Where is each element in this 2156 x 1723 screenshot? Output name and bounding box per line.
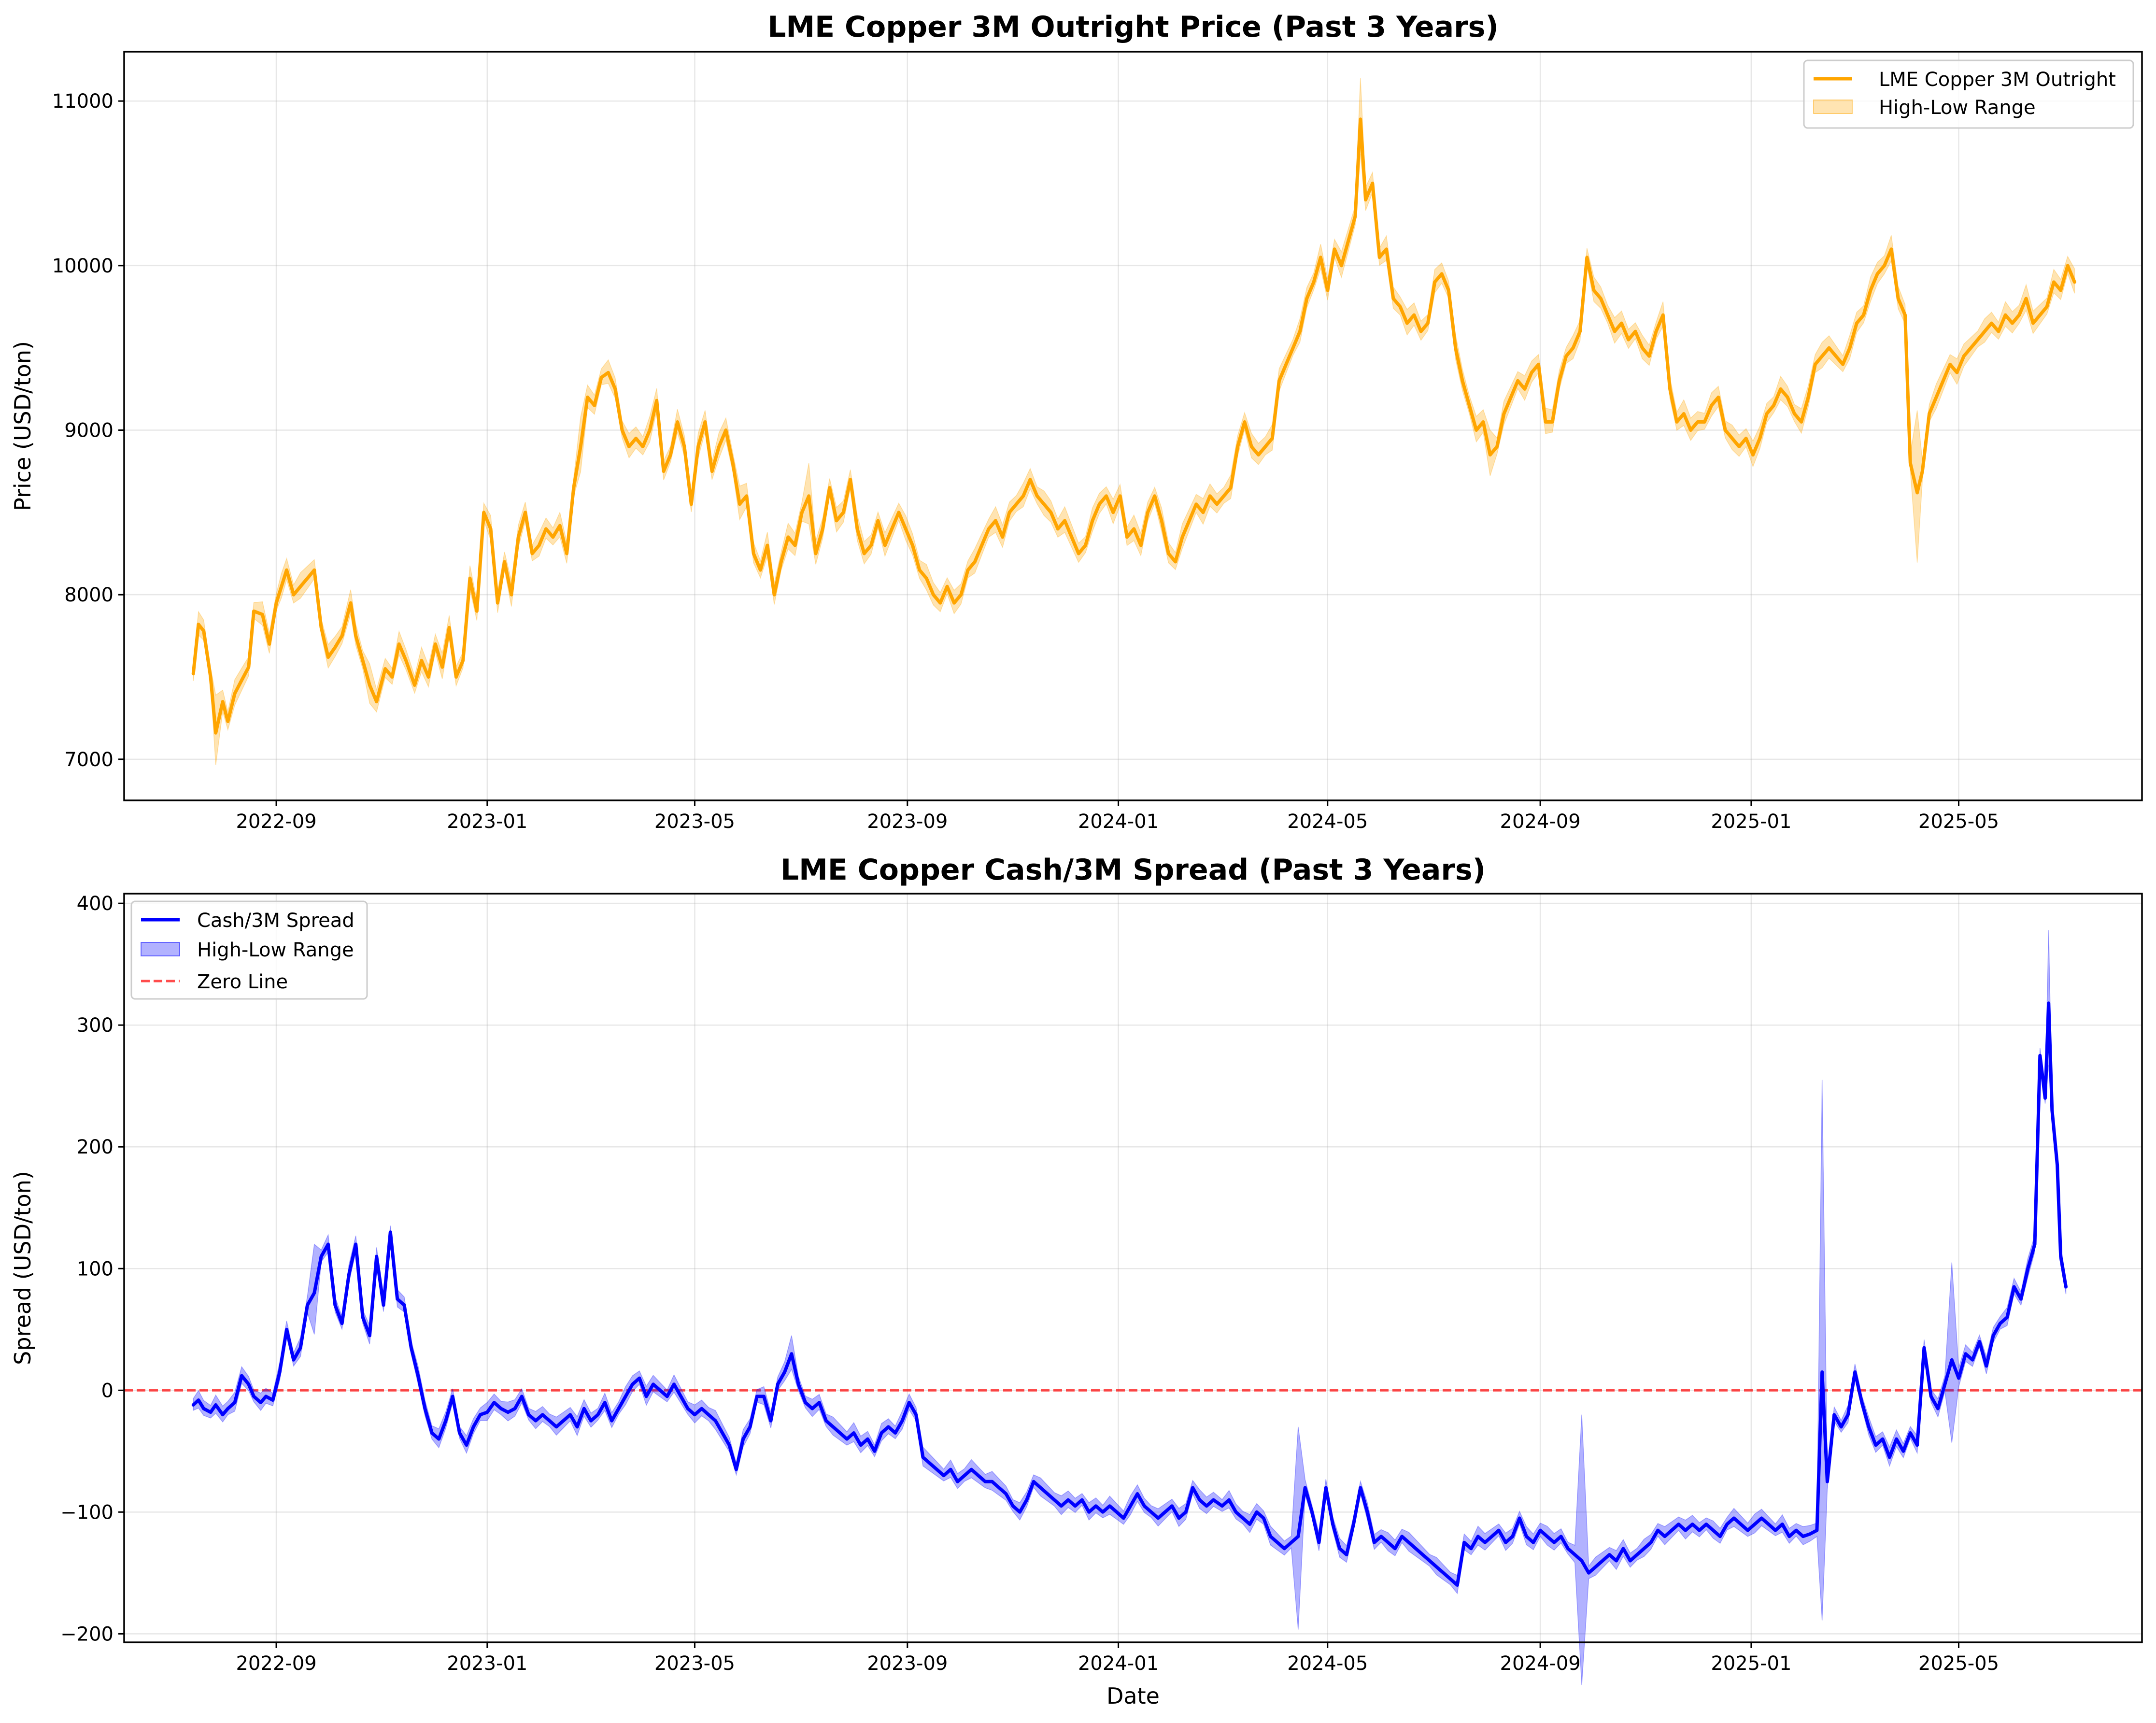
price-x-tick-label: 2025-01 bbox=[1711, 811, 1791, 833]
price-y-ticks: 7000 8000 9000 10000 11000 bbox=[52, 90, 124, 771]
spread-band-area bbox=[193, 930, 2067, 1685]
spread-legend: Cash/3M Spread High-Low Range Zero Line bbox=[130, 900, 368, 1000]
spread-x-axis-label: Date bbox=[1106, 1683, 1160, 1709]
spread-x-tick-label: 2022-09 bbox=[236, 1652, 316, 1675]
spread-legend-band-label: High-Low Range bbox=[197, 939, 354, 961]
price-x-tick-label: 2023-01 bbox=[447, 811, 527, 833]
price-grid bbox=[124, 52, 2142, 800]
spread-x-tick-label: 2025-01 bbox=[1711, 1652, 1791, 1675]
spread-x-tick-label: 2024-05 bbox=[1287, 1652, 1368, 1675]
spread-y-ticks: −200 −100 0 100 200 300 400 bbox=[60, 893, 124, 1645]
price-y-tick-label: 8000 bbox=[64, 584, 113, 606]
spread-x-tick-label: 2024-09 bbox=[1500, 1652, 1581, 1675]
spread-x-tick-label: 2023-09 bbox=[867, 1652, 948, 1675]
price-x-tick-label: 2023-09 bbox=[867, 811, 948, 833]
price-x-tick-label: 2022-09 bbox=[236, 811, 316, 833]
spread-y-tick-label: −200 bbox=[60, 1623, 113, 1645]
price-series-line bbox=[191, 117, 2076, 735]
spread-line bbox=[191, 1001, 2068, 1587]
spread-x-tick-label: 2023-05 bbox=[654, 1652, 735, 1675]
spread-legend-band-swatch bbox=[141, 942, 180, 956]
spread-x-tick-label: 2023-01 bbox=[447, 1652, 527, 1675]
spread-chart-title: LME Copper Cash/3M Spread (Past 3 Years) bbox=[780, 853, 1486, 887]
spread-y-tick-label: −100 bbox=[60, 1501, 113, 1524]
price-y-tick-label: 7000 bbox=[64, 749, 113, 771]
spread-y-tick-label: 0 bbox=[101, 1380, 113, 1402]
price-x-tick-label: 2025-05 bbox=[1918, 811, 1999, 833]
spread-y-tick-label: 200 bbox=[77, 1136, 113, 1158]
spread-legend-line-label: Cash/3M Spread bbox=[197, 910, 355, 932]
spread-x-tick-label: 2024-01 bbox=[1078, 1652, 1159, 1675]
price-x-tick-label: 2024-01 bbox=[1078, 811, 1159, 833]
spread-legend-zero-label: Zero Line bbox=[197, 971, 288, 993]
price-x-ticks: 2022-09 2023-01 2023-05 2023-09 2024-01 2024-… bbox=[236, 800, 1999, 833]
price-legend-box bbox=[1803, 59, 2134, 129]
spread-x-tick-label: 2025-05 bbox=[1918, 1652, 1999, 1675]
price-legend-line-label: LME Copper 3M Outright bbox=[1879, 69, 2116, 91]
price-x-tick-label: 2024-09 bbox=[1500, 811, 1581, 833]
price-y-axis-label: Price (USD/ton) bbox=[10, 341, 36, 511]
price-chart-title: LME Copper 3M Outright Price (Past 3 Yea… bbox=[767, 10, 1499, 44]
price-y-tick-label: 9000 bbox=[64, 420, 113, 442]
price-legend-band-label: High-Low Range bbox=[1879, 97, 2036, 119]
price-axes-frame bbox=[123, 51, 2143, 801]
spread-panel: 2022-09 2023-01 2023-05 2023-09 2024-01 2024-… bbox=[10, 853, 2143, 1709]
spread-y-axis-label: Spread (USD/ton) bbox=[10, 1171, 36, 1365]
price-legend: LME Copper 3M Outright High-Low Range bbox=[1803, 59, 2134, 129]
price-x-tick-label: 2024-05 bbox=[1287, 811, 1368, 833]
spread-y-tick-label: 100 bbox=[77, 1258, 113, 1280]
spread-x-ticks: 2022-09 2023-01 2023-05 2023-09 2024-01 2024-… bbox=[236, 1642, 1999, 1675]
price-legend-band-swatch bbox=[1813, 100, 1853, 114]
spread-legend-box bbox=[130, 900, 368, 1000]
price-line bbox=[191, 117, 2076, 735]
spread-y-tick-label: 300 bbox=[77, 1014, 113, 1037]
price-y-tick-label: 11000 bbox=[52, 90, 113, 113]
spread-y-tick-label: 400 bbox=[77, 893, 113, 915]
price-y-tick-label: 10000 bbox=[52, 255, 113, 277]
price-panel: 2022-09 2023-01 2023-05 2023-09 2024-01 2024-… bbox=[10, 10, 2143, 833]
price-x-tick-label: 2023-05 bbox=[654, 811, 735, 833]
spread-high-low-band bbox=[193, 930, 2067, 1685]
spread-series-line bbox=[191, 1001, 2068, 1587]
